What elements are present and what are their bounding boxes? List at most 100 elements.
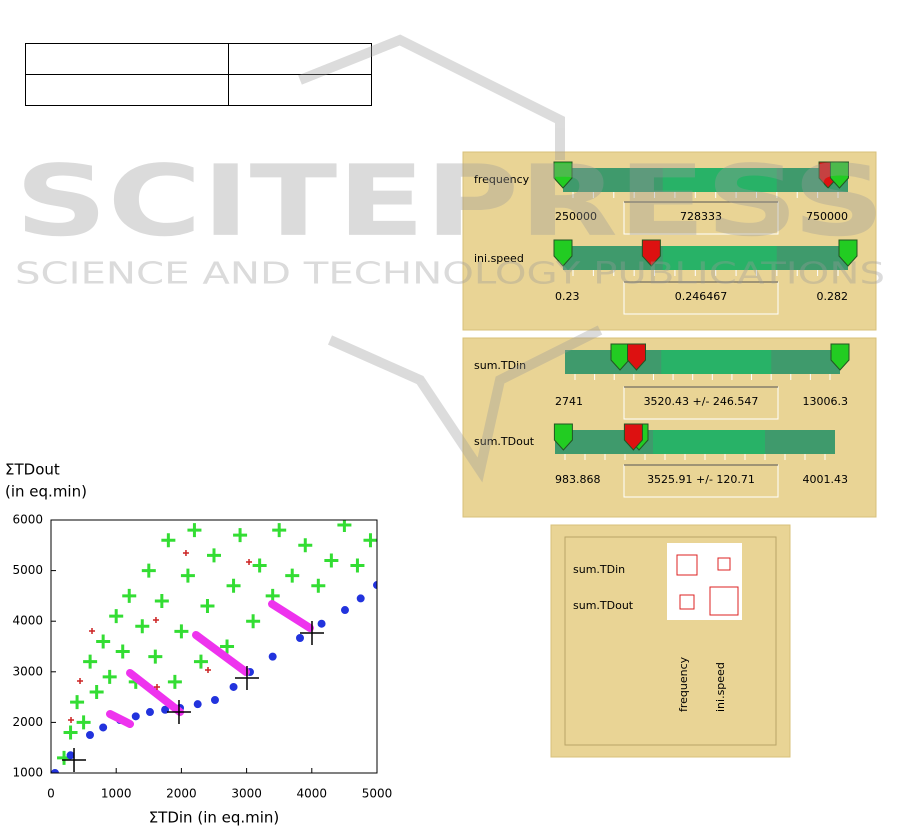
x-axis-title: ΣTDin (in eq.min) [149, 809, 280, 827]
matrix-cell [717, 557, 731, 571]
matrix-cell [679, 594, 695, 610]
magenta-band [268, 599, 314, 632]
point [324, 553, 339, 568]
slider-highlight [662, 168, 777, 192]
x-tick-label: 1000 [101, 787, 132, 801]
slider-panels: frequency 250000 728333 750000 ini.speed 0.23… [462, 151, 877, 518]
slider-highlight [662, 246, 777, 270]
y-tick-label: 5000 [12, 563, 43, 577]
x-tick-label: 4000 [297, 787, 328, 801]
point [200, 599, 215, 614]
point [234, 666, 259, 691]
point [85, 730, 94, 739]
point [272, 523, 287, 538]
range-handle [553, 239, 573, 267]
slider-label: frequency [474, 173, 530, 186]
plot-frame [50, 519, 378, 774]
point [166, 700, 191, 725]
point [246, 558, 253, 565]
point [63, 725, 78, 740]
point [373, 581, 377, 590]
y-tick-label: 2000 [12, 715, 43, 729]
point [161, 533, 176, 548]
point [350, 558, 365, 573]
point [193, 700, 202, 709]
point [182, 549, 189, 556]
magenta-band [192, 631, 251, 677]
slider-label: ini.speed [474, 252, 524, 265]
point [207, 548, 221, 563]
point [66, 751, 75, 760]
watermark-title: SCITEPRESS [15, 145, 885, 259]
empty-table [25, 43, 372, 106]
point [131, 712, 140, 721]
slider-panel: frequency 250000 728333 750000 ini.speed 0.23… [462, 151, 877, 331]
row-label: sum.TDin [573, 563, 625, 576]
range-handle [830, 343, 850, 371]
point [226, 578, 241, 593]
point [102, 669, 117, 684]
point [89, 685, 104, 700]
point [99, 723, 108, 732]
slider-label: sum.TDout [474, 435, 535, 448]
point [311, 578, 326, 593]
point [148, 649, 163, 664]
range-handle [829, 161, 849, 189]
plot-area [51, 520, 377, 773]
point [220, 639, 235, 654]
point [62, 747, 87, 772]
slider-label: sum.TDin [474, 359, 526, 372]
range-handle [553, 423, 573, 451]
slider-min: 0.23 [555, 290, 580, 303]
row-label: sum.TDout [573, 599, 634, 612]
point [96, 634, 111, 649]
point [51, 769, 59, 773]
slider-min: 983.868 [555, 473, 601, 486]
point [340, 606, 349, 615]
point [229, 682, 238, 691]
range-handle [627, 343, 646, 371]
point [141, 563, 156, 578]
point [115, 644, 130, 659]
magenta-band [106, 710, 135, 729]
y-axis-title: ΣTDout [5, 461, 60, 479]
point [145, 708, 154, 717]
scatter-chart: ΣTDout (in eq.min) ΣTDin (in eq.min) 0 1000 2… [5, 461, 392, 827]
point [210, 695, 219, 704]
slider-highlight [661, 350, 772, 374]
watermark: SCITEPRESS SCIENCE AND TECHNOLOGY PUBLIC… [15, 34, 885, 483]
slider-value: 0.246467 [675, 290, 728, 303]
panel-inner [564, 536, 777, 746]
point [187, 523, 202, 538]
point [135, 619, 150, 634]
point [363, 533, 377, 548]
y-tick-label: 4000 [12, 614, 43, 628]
x-tick-label: 2000 [166, 787, 197, 801]
range-handle [610, 343, 630, 371]
slider-min: 250000 [555, 210, 597, 223]
point [83, 654, 98, 669]
point [295, 633, 304, 642]
slider-max: 13006.3 [803, 395, 849, 408]
point [89, 628, 96, 635]
slider-max: 750000 [806, 210, 848, 223]
column-label: ini.speed [714, 662, 727, 712]
matrix-cell [676, 554, 698, 576]
slider-highlight [653, 430, 765, 454]
point [154, 683, 161, 690]
column-label: frequency [677, 656, 690, 712]
x-tick-label: 3000 [231, 787, 262, 801]
point [233, 528, 248, 543]
point [161, 705, 170, 714]
y-tick-label: 3000 [12, 664, 43, 678]
range-handle [623, 423, 643, 451]
point [246, 614, 261, 629]
watermark-shape [298, 34, 603, 483]
point [68, 717, 75, 724]
point [167, 674, 182, 689]
point [299, 620, 324, 645]
point [154, 593, 169, 608]
slider-max: 0.282 [817, 290, 849, 303]
slider-panel: sum.TDin 2741 3520.43 +/- 246.547 13006.3 su… [462, 337, 877, 518]
